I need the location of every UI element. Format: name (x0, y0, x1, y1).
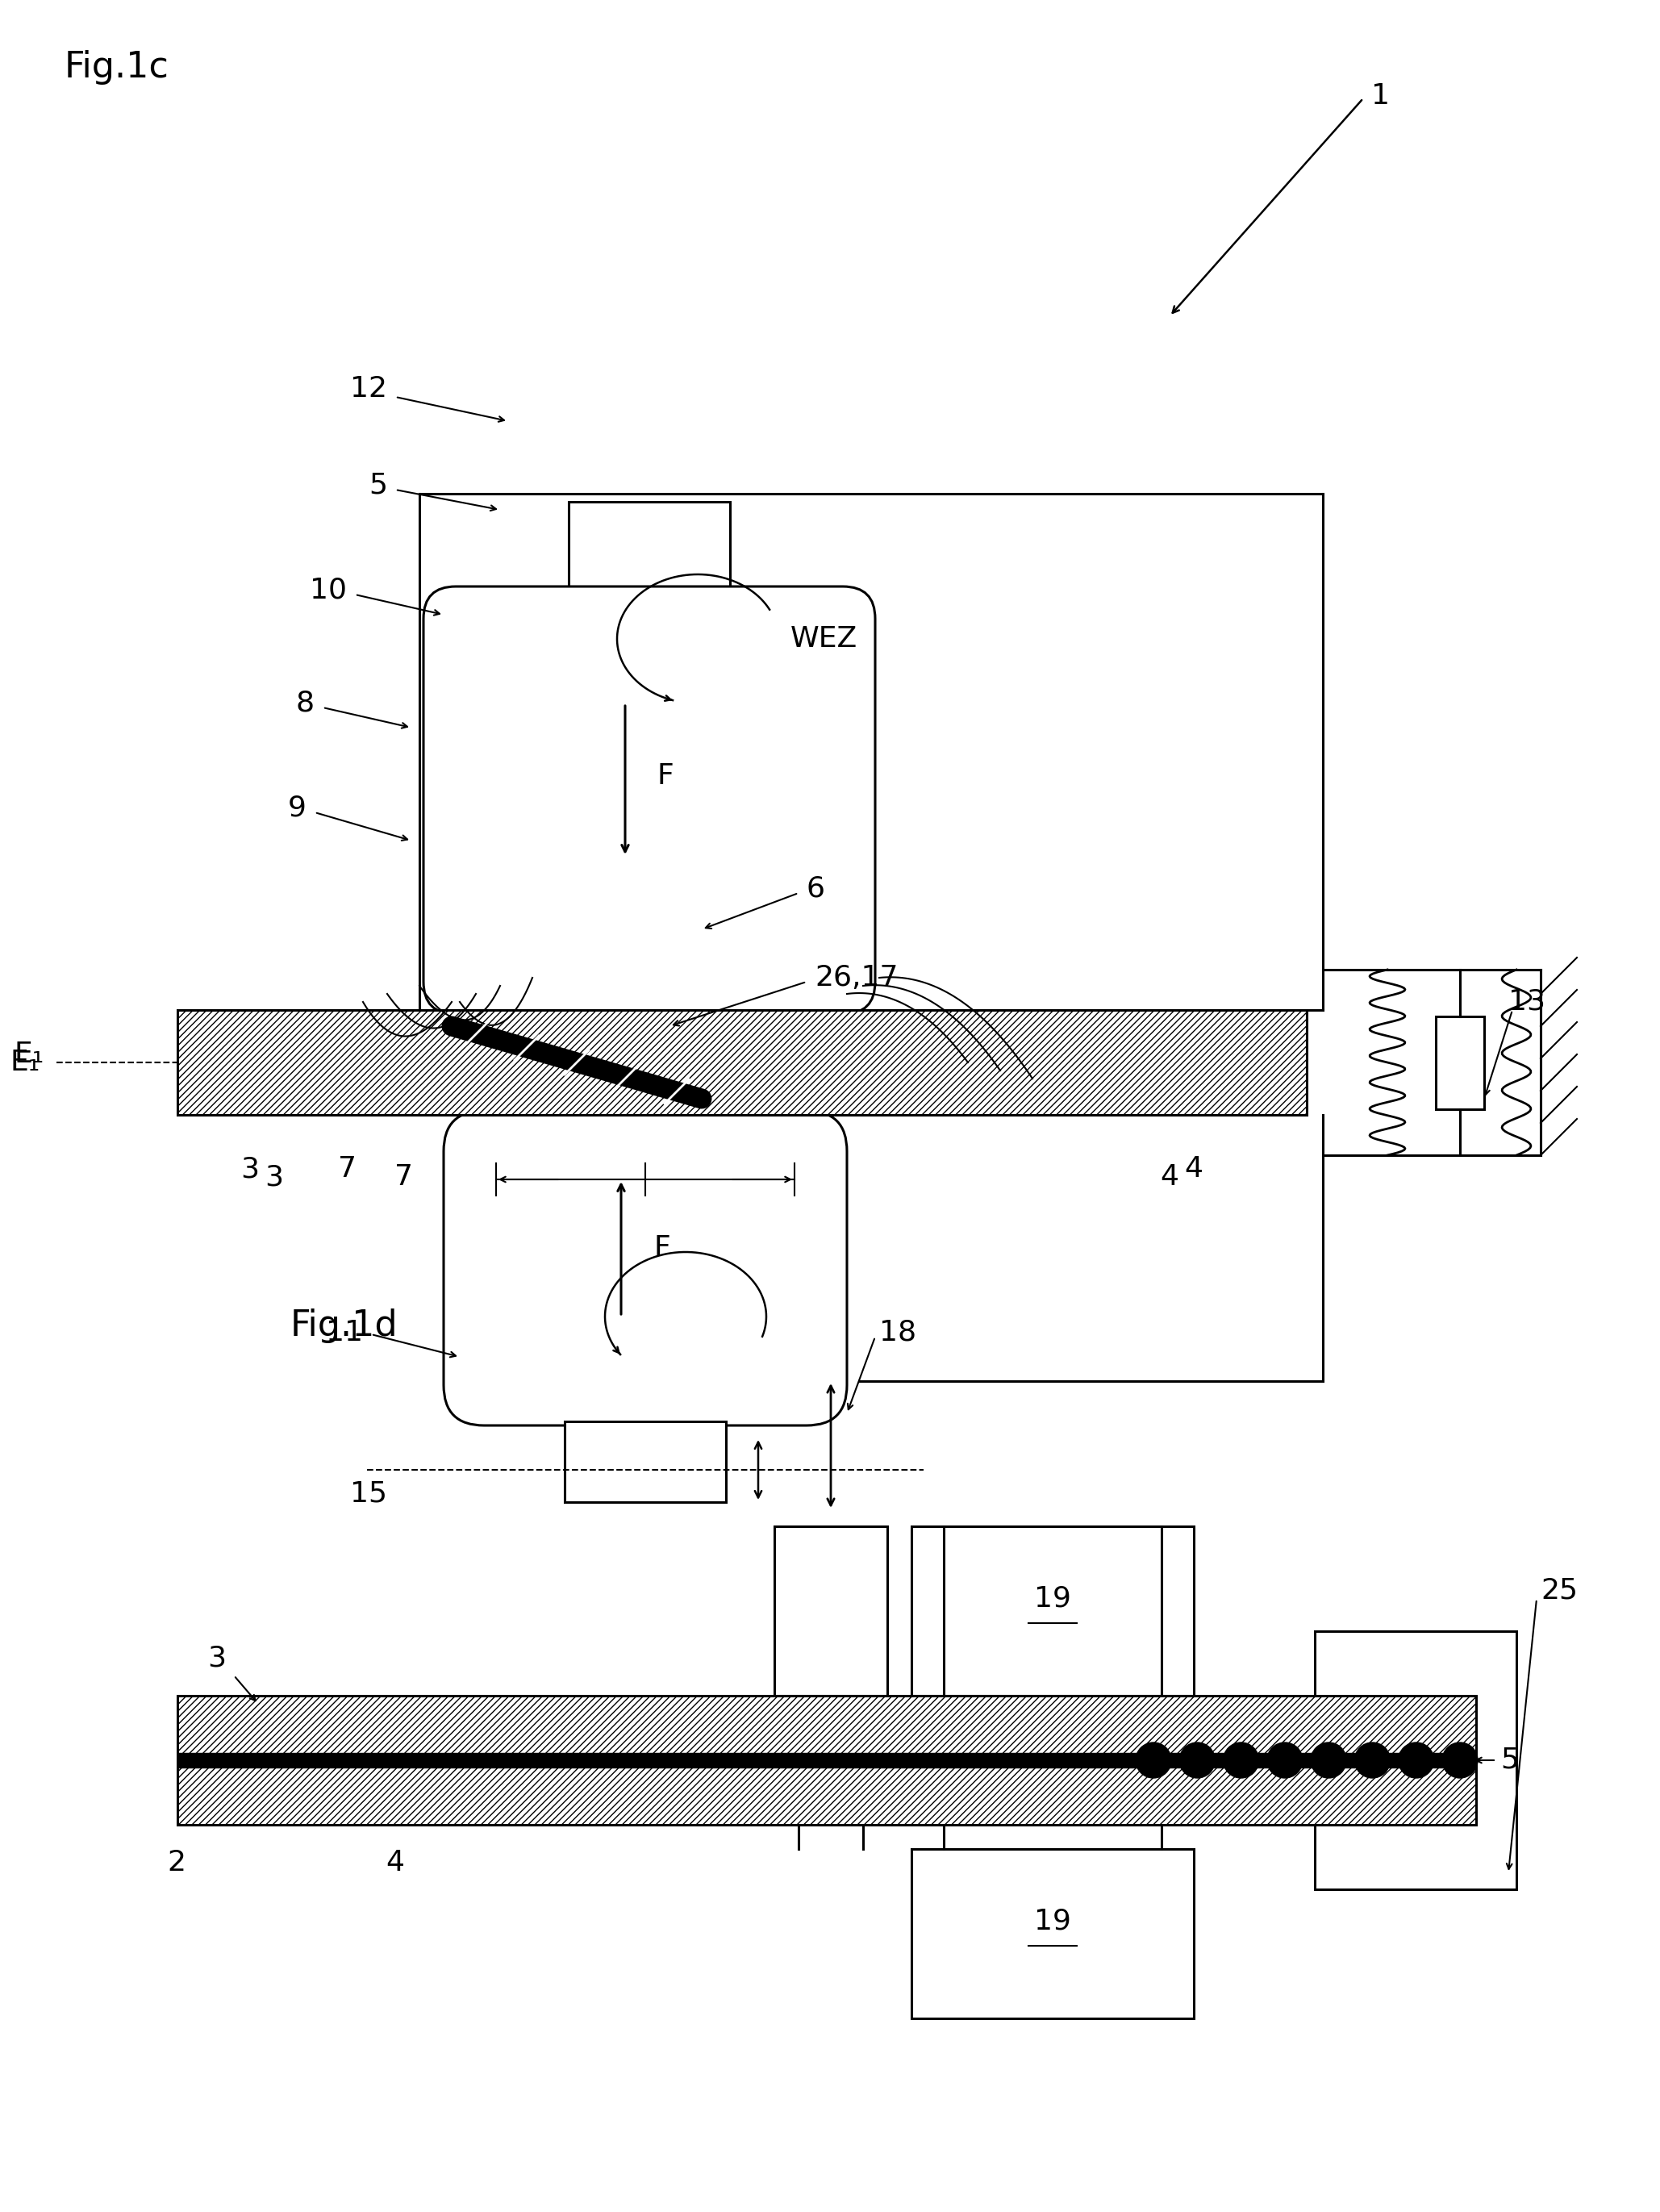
Text: F: F (654, 1234, 671, 1261)
Text: E₁: E₁ (15, 1040, 45, 1068)
Bar (564, 1422, 725, 1502)
Text: 3: 3 (266, 1164, 284, 1190)
Circle shape (1355, 1743, 1389, 1778)
Text: 5: 5 (369, 471, 387, 500)
Text: 7: 7 (393, 1164, 413, 1190)
Circle shape (1223, 1743, 1258, 1778)
Circle shape (1267, 1743, 1303, 1778)
Text: 11: 11 (325, 1318, 364, 1347)
Bar (178, 1011, 1306, 1115)
Text: 18: 18 (880, 1318, 916, 1347)
Text: 9: 9 (289, 794, 307, 823)
Bar (911, 1849, 1194, 2017)
Text: 6: 6 (807, 876, 825, 902)
Text: 13: 13 (1509, 989, 1545, 1015)
Text: F: F (657, 763, 674, 790)
Circle shape (1443, 1743, 1477, 1778)
Circle shape (1311, 1743, 1346, 1778)
Bar (1436, 1018, 1484, 1108)
Text: 8: 8 (295, 690, 315, 717)
Bar (569, 502, 730, 591)
FancyBboxPatch shape (443, 1110, 847, 1425)
Text: 4: 4 (387, 1849, 405, 1876)
FancyBboxPatch shape (423, 586, 875, 1013)
Text: E₁: E₁ (10, 1048, 40, 1077)
Text: 19: 19 (1034, 1586, 1071, 1613)
Circle shape (1180, 1743, 1215, 1778)
Text: 7: 7 (337, 1155, 357, 1183)
Bar (1315, 1630, 1517, 1889)
Text: 19: 19 (1034, 1909, 1071, 1936)
Text: 2: 2 (168, 1849, 186, 1876)
Text: 25: 25 (1540, 1577, 1577, 1604)
Text: 3: 3 (241, 1155, 259, 1183)
Circle shape (1398, 1743, 1434, 1778)
Bar (911, 1526, 1194, 1697)
Text: 12: 12 (350, 376, 387, 403)
Bar (774, 1526, 886, 1697)
Text: 1: 1 (1371, 82, 1389, 111)
Text: 26,17: 26,17 (815, 964, 898, 991)
Text: 15: 15 (350, 1480, 387, 1509)
Text: 4: 4 (1185, 1155, 1204, 1183)
Text: 4: 4 (1160, 1164, 1179, 1190)
Text: Fig.1d: Fig.1d (290, 1310, 398, 1343)
Text: 10: 10 (310, 577, 347, 604)
Text: Fig.1c: Fig.1c (65, 51, 169, 84)
Text: 3: 3 (208, 1644, 226, 1672)
Circle shape (1135, 1743, 1172, 1778)
Bar (178, 1697, 1476, 1825)
Text: WEZ: WEZ (790, 626, 858, 653)
Text: 5: 5 (1501, 1747, 1519, 1774)
